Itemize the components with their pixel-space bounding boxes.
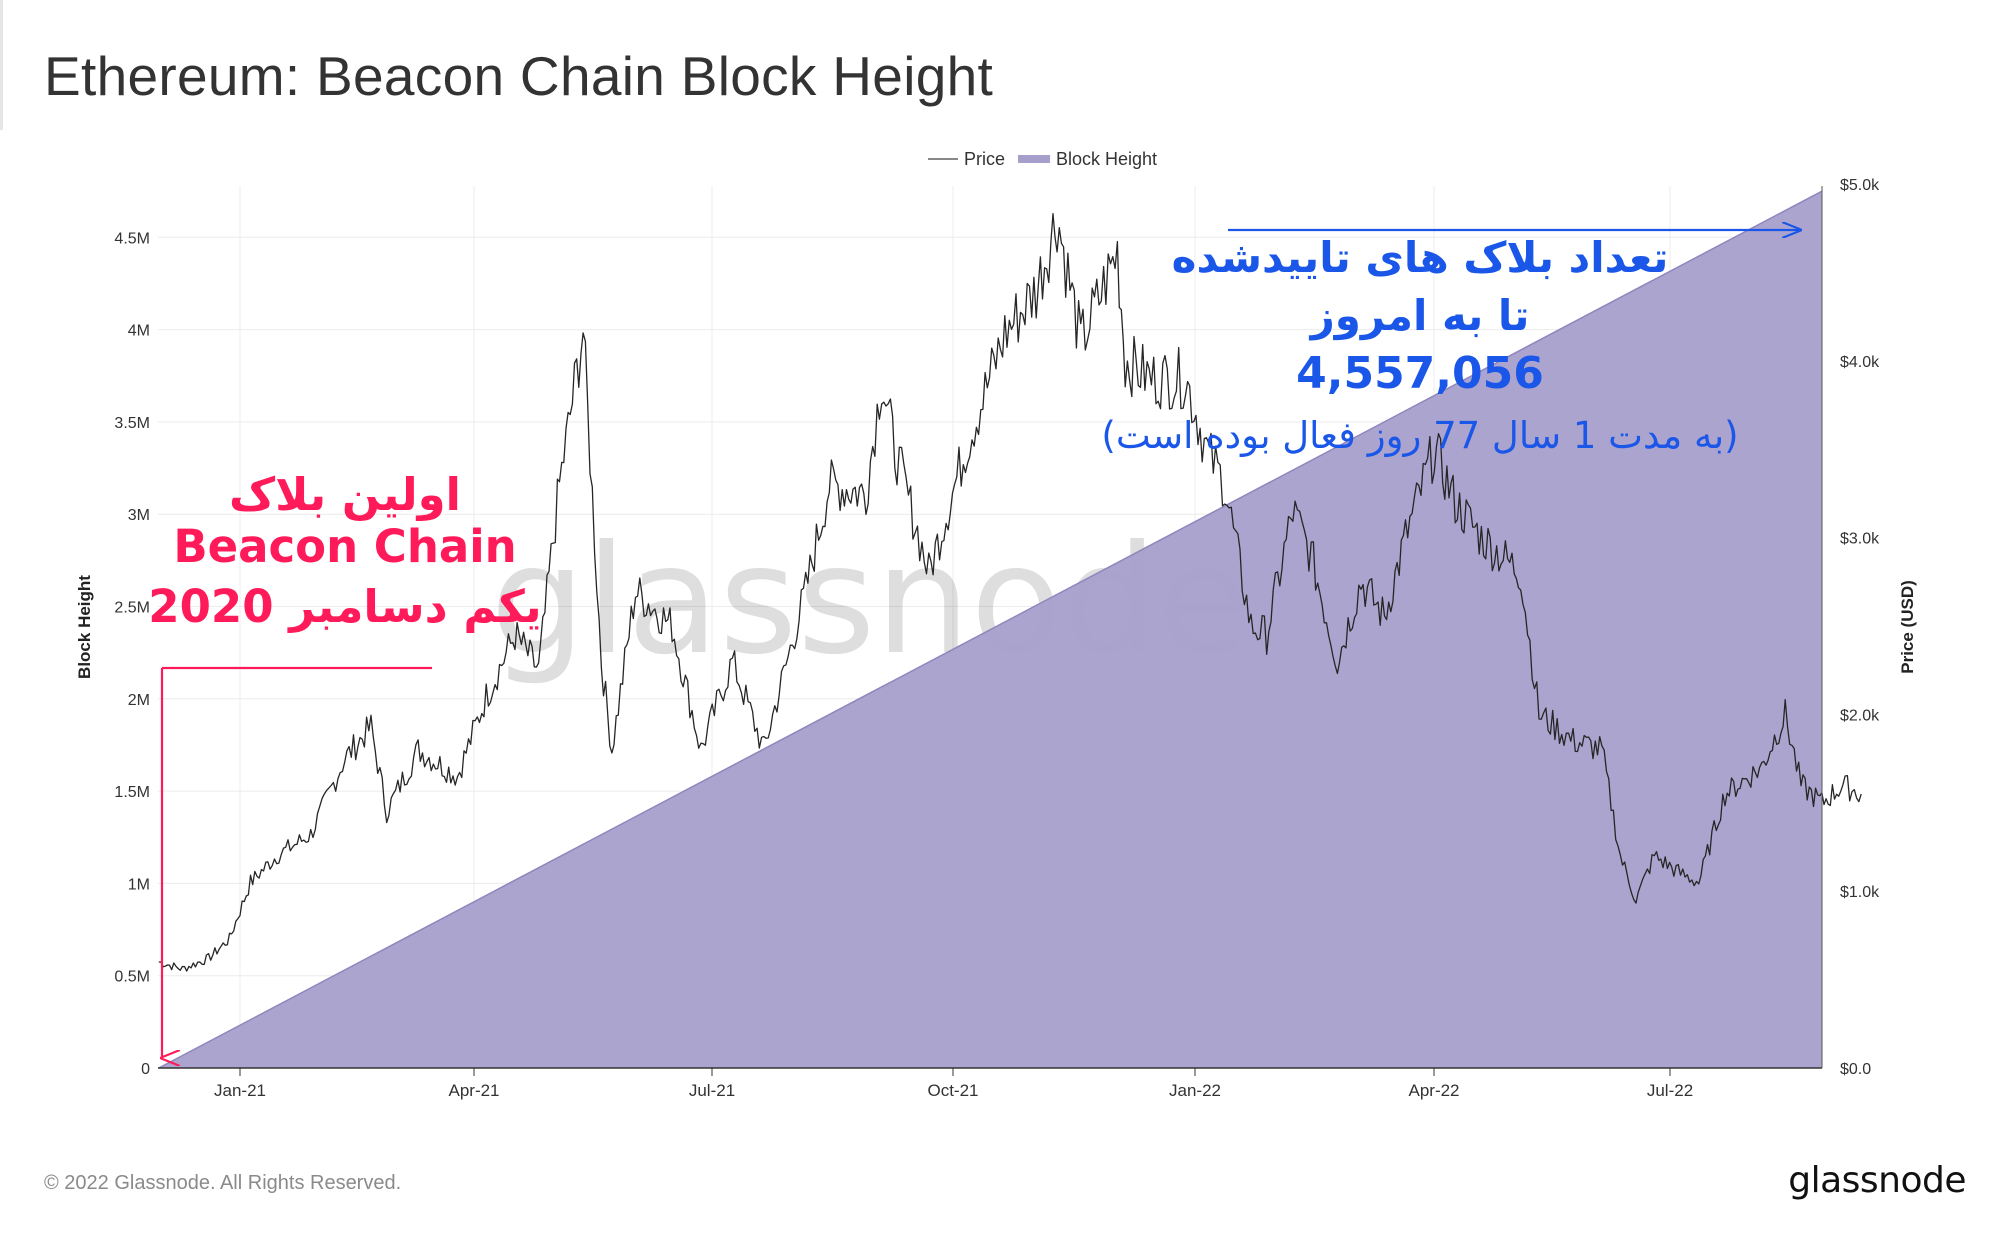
left-tick-label: 4.5M (114, 230, 150, 247)
left-tick-label: 3.5M (114, 415, 150, 432)
left-tick-label: 2.5M (114, 600, 150, 617)
annotation-confirmed-blocks-line: 4,557,056 (1296, 348, 1544, 399)
block-height-area (158, 190, 1823, 1069)
right-tick-label: $2.0k (1840, 707, 1880, 724)
annotation-first-block-line: اولین بلاک (229, 468, 461, 521)
annotation-confirmed-blocks-line: (به مدت 1 سال 77 روز فعال بوده است) (1101, 414, 1738, 457)
x-tick-label: Apr-22 (1408, 1081, 1459, 1100)
price-series-line (158, 213, 1862, 972)
right-tick-label: $5.0k (1840, 177, 1880, 194)
right-tick-label: $0.0 (1840, 1061, 1871, 1078)
axes: Jan-21 Apr-21 Jul-21 Oct-21 Jan-22 Apr-22 Jul-… (75, 177, 1917, 1100)
left-tick-label: 3M (128, 507, 150, 524)
right-tick-label: $4.0k (1840, 354, 1880, 371)
glassnode-logo[interactable]: glassnode (1788, 1160, 1966, 1201)
annotation-confirmed-blocks-line: تا به امروز (1309, 291, 1530, 341)
left-tick-label: 0.5M (114, 969, 150, 986)
block-height-area-edge (158, 190, 1823, 1069)
left-axis-title: Block Height (75, 575, 94, 679)
left-tick-label: 1.5M (114, 784, 150, 801)
x-tick-label: Apr-21 (448, 1081, 499, 1100)
x-tick-label: Jul-22 (1647, 1081, 1693, 1100)
price-line (158, 213, 1862, 972)
left-tick-label: 1M (128, 876, 150, 893)
x-tick-label: Jul-21 (689, 1081, 735, 1100)
left-tick-label: 4M (128, 323, 150, 340)
left-tick-label: 0 (141, 1061, 150, 1078)
x-tick-label: Jan-21 (214, 1081, 266, 1100)
chart-title: Ethereum: Beacon Chain Block Height (44, 45, 994, 107)
window-edge (0, 0, 3, 130)
annotation-first-block-line: Beacon Chain (173, 520, 516, 573)
right-tick-label: $3.0k (1840, 531, 1880, 548)
legend-price-label: Price (964, 149, 1005, 169)
right-axis-title: Price (USD) (1898, 580, 1917, 674)
x-tick-label: Jan-22 (1169, 1081, 1221, 1100)
legend-block-height-swatch (1018, 155, 1050, 163)
x-tick-label: Oct-21 (927, 1081, 978, 1100)
left-tick-label: 2M (128, 692, 150, 709)
right-tick-label: $1.0k (1840, 884, 1880, 901)
legend[interactable]: Price Block Height (928, 149, 1157, 169)
copyright-footer: © 2022 Glassnode. All Rights Reserved. (44, 1172, 402, 1194)
annotation-first-block-line: یکم دسامبر 2020 (148, 580, 541, 633)
legend-block-height-label: Block Height (1056, 149, 1157, 169)
annotation-confirmed-blocks-line: تعداد بلاک های تاییدشده (1172, 233, 1669, 282)
